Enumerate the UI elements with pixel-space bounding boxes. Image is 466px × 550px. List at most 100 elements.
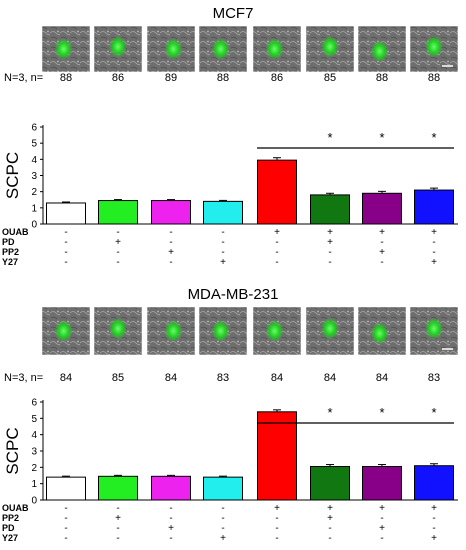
- treatment-mark: +: [431, 503, 437, 514]
- n-value: 88: [428, 72, 440, 84]
- bar: [203, 200, 243, 225]
- treatment-mark: +: [431, 227, 437, 238]
- treatment-mark: -: [116, 523, 119, 534]
- treatment-mark: -: [169, 533, 172, 544]
- cell-micrograph: [357, 306, 407, 356]
- treatment-mark: -: [116, 247, 119, 258]
- fluorescent-cell: [321, 317, 339, 340]
- treatment-mark: -: [380, 513, 383, 524]
- n-value: 86: [271, 72, 283, 84]
- treatment-mark: -: [169, 227, 172, 238]
- n-value: 84: [376, 372, 388, 384]
- treatment-mark: +: [379, 247, 385, 258]
- treatment-mark: +: [220, 257, 226, 268]
- treatment-label: OUAB: [2, 227, 29, 237]
- fluorescent-cell: [109, 317, 127, 340]
- treatment-mark: -: [432, 513, 435, 524]
- n-value: 88: [217, 72, 229, 84]
- treatment-mark: +: [168, 247, 174, 258]
- fluorescent-cell: [425, 35, 443, 58]
- y-tick-label: 0: [31, 496, 37, 507]
- treatment-mark: +: [327, 513, 333, 524]
- bar: [46, 476, 86, 501]
- fluorescent-cell: [164, 38, 183, 60]
- cell-micrograph: [41, 306, 91, 356]
- n-value: 88: [376, 72, 388, 84]
- treatment-mark: -: [275, 513, 278, 524]
- fluorescent-cell: [370, 40, 389, 63]
- micrograph-background: [409, 25, 459, 73]
- cell-micrograph: [146, 25, 196, 73]
- n-value: 89: [165, 72, 177, 84]
- treatment-mark: -: [275, 257, 278, 268]
- chart-axes: 0 1 2 3 4 5 6 SCPC: [3, 398, 458, 507]
- treatment-mark: -: [169, 237, 172, 248]
- y-tick-label: 5: [31, 414, 37, 425]
- treatment-mark: -: [169, 513, 172, 524]
- bar: [46, 202, 86, 225]
- micrograph-row: [41, 25, 459, 73]
- n-value: 85: [112, 372, 124, 384]
- treatment-mark: -: [221, 247, 224, 258]
- panel-2: MDA-MB-231 N=3, n= 84 85 84 83 84 84 84 83 0 1 2 3 4 5 6…: [2, 286, 459, 544]
- n-value: 84: [165, 372, 177, 384]
- cell-micrograph: [305, 25, 355, 73]
- treatment-label: OUAB: [2, 503, 29, 513]
- treatment-mark: +: [274, 227, 280, 238]
- bars: [46, 409, 454, 501]
- y-tick-label: 2: [31, 187, 37, 198]
- treatment-mark: +: [379, 503, 385, 514]
- significance-star: *: [431, 405, 436, 420]
- treatment-mark: -: [328, 523, 331, 534]
- treatment-mark: +: [220, 533, 226, 544]
- micrograph-background: [252, 306, 302, 356]
- n-value: 83: [428, 372, 440, 384]
- treatment-mark: -: [328, 247, 331, 258]
- bar: [257, 411, 297, 501]
- treatment-mark: -: [380, 237, 383, 248]
- significance-star: *: [327, 405, 332, 420]
- bars: [46, 157, 454, 225]
- fluorescent-cell: [265, 38, 284, 60]
- treatment-label: PD: [2, 523, 15, 533]
- treatment-mark: -: [275, 533, 278, 544]
- treatment-mark: -: [169, 257, 172, 268]
- bar: [310, 194, 350, 225]
- y-tick-label: 0: [31, 220, 37, 231]
- n-value: 84: [271, 372, 283, 384]
- treatment-label: PD: [2, 237, 15, 247]
- treatment-mark: -: [380, 257, 383, 268]
- significance-star: *: [379, 405, 384, 420]
- cell-micrograph: [357, 25, 407, 73]
- treatment-mark: -: [275, 523, 278, 534]
- significance-star: *: [431, 130, 436, 145]
- y-tick-label: 4: [31, 430, 37, 441]
- treatment-mark: +: [327, 227, 333, 238]
- treatment-mark: +: [115, 237, 121, 248]
- y-tick-label: 2: [31, 463, 37, 474]
- cell-micrograph: [409, 25, 459, 73]
- treatment-mark: -: [221, 513, 224, 524]
- cell-micrograph: [409, 306, 459, 356]
- y-tick-label: 3: [31, 171, 37, 182]
- treatment-mark: -: [221, 227, 224, 238]
- treatment-mark: -: [380, 533, 383, 544]
- treatment-mark: +: [115, 513, 121, 524]
- cell-micrograph: [41, 25, 91, 73]
- panel-title: MDA-MB-231: [188, 286, 279, 303]
- panel-title: MCF7: [213, 5, 254, 22]
- treatment-mark: -: [64, 503, 67, 514]
- treatment-mark: -: [275, 247, 278, 258]
- fluorescent-cell: [321, 35, 339, 58]
- treatment-mark: +: [168, 523, 174, 534]
- fluorescent-cell: [54, 38, 73, 60]
- treatment-mark: -: [328, 257, 331, 268]
- fluorescent-cell: [370, 322, 389, 345]
- fluorescent-cell: [211, 38, 230, 60]
- n-value: 84: [324, 372, 336, 384]
- treatment-mark: -: [432, 523, 435, 534]
- cell-micrograph: [252, 25, 302, 73]
- treatment-mark: +: [379, 523, 385, 534]
- y-tick-label: 1: [31, 203, 37, 214]
- treatment-mark: -: [64, 533, 67, 544]
